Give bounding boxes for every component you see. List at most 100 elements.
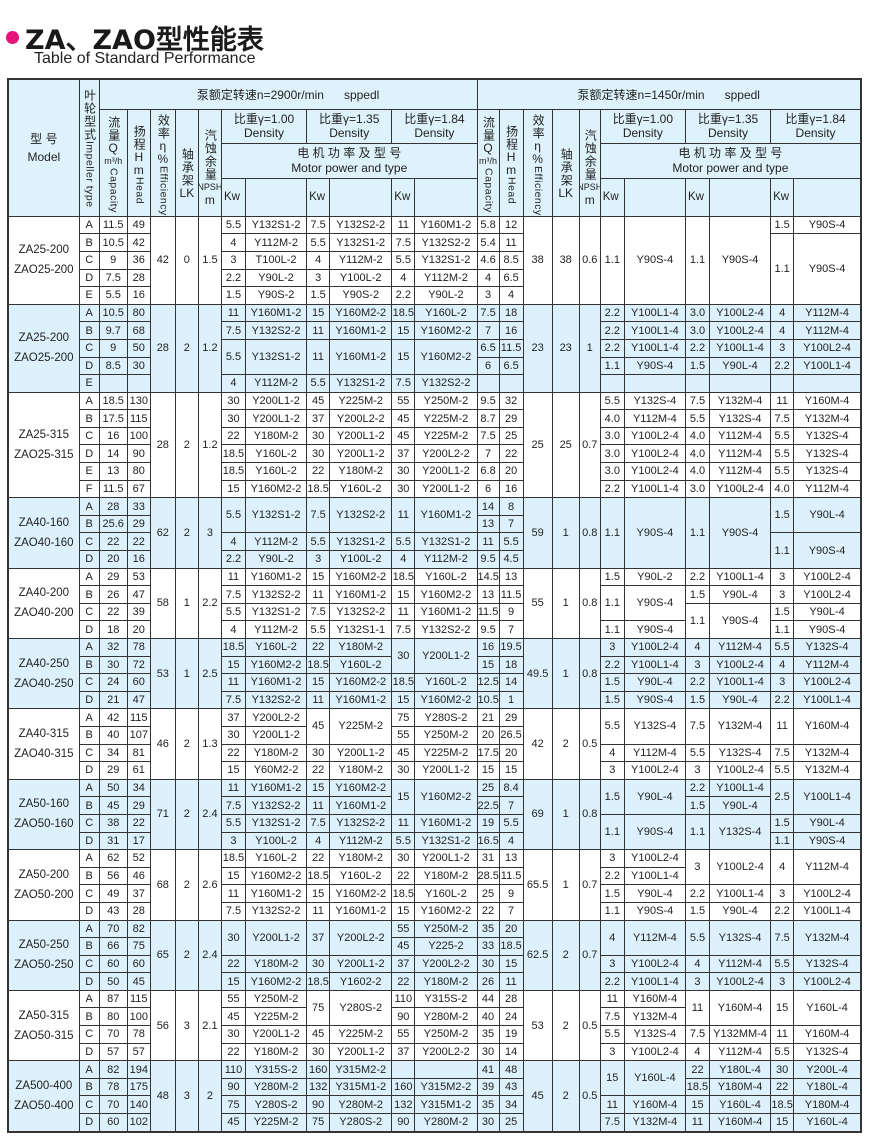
head-1450-cell: 34	[498, 1095, 524, 1115]
head-2900-cell: 175	[126, 1077, 151, 1097]
capacity-1450-cell: 35	[476, 1025, 500, 1044]
1450-motor-cell: Y100L1-4	[623, 338, 686, 358]
table-row: E 4 Y112M-2 5.5 Y132S1-2 7.5 Y132S2-2	[8, 374, 862, 393]
2900-motor-cell: Y132S1-2	[414, 250, 478, 270]
2900-kw-cell: 4	[220, 620, 246, 639]
2900-kw-cell: 132	[391, 1095, 416, 1115]
npsh-1450-cell: 0.8	[578, 778, 601, 851]
1450-kw-cell: 1.1	[770, 620, 795, 639]
1450-kw-cell: 3.0	[684, 303, 710, 323]
2900-motor-cell: Y160M1-2	[414, 497, 478, 534]
1450-kw-cell: 3.0	[684, 479, 710, 499]
capacity-1450-cell: 11	[476, 532, 500, 552]
npsh-1450-cell: 0.7	[578, 919, 601, 991]
table-row: F 11.5 67 15 Y160M2-2 18.5 Y160L-2 30 Y200L1-2 6 1…	[8, 479, 862, 499]
2900-motor-cell: Y160M2-2	[414, 585, 478, 604]
head-1450-cell: 12	[498, 215, 524, 235]
head-1450-cell: 16	[498, 479, 524, 499]
2900-motor-cell: Y90S-2	[329, 286, 393, 305]
impeller-type-cell: B	[78, 233, 100, 252]
2900-kw-cell: 30	[306, 444, 331, 464]
lk-1450-cell: 2	[551, 1060, 580, 1133]
head-1450-cell: 7	[498, 901, 524, 921]
2900-kw-cell: 30	[220, 725, 246, 745]
1450-kw-cell: 1.5	[599, 673, 625, 692]
model-name: ZA50-315 ZAO50-315	[7, 989, 80, 1062]
2900-motor-cell: Y200L1-2	[244, 919, 308, 956]
capacity-2900-cell: 57	[98, 1042, 128, 1062]
2900-kw-cell: 75	[306, 989, 331, 1027]
model-name-zao: ZAO50-315	[14, 1029, 74, 1042]
left-capacity-capacity_en: Capacity	[107, 168, 120, 214]
head-2900-cell: 42	[126, 233, 151, 252]
head-1450-cell: 14	[498, 673, 524, 692]
2900-kw-cell: 55	[220, 989, 246, 1009]
lk-2900-cell: 1	[174, 637, 199, 710]
head-2900-cell: 61	[126, 761, 151, 780]
model-name-zao: ZAO25-200	[14, 352, 74, 365]
2900-motor-cell: Y132S2-2	[329, 813, 393, 833]
table-row: D 60 102 45 Y225M-2 75 Y280S-2 90 Y280M-2 30 25 7.5…	[8, 1113, 862, 1133]
left-density-2: 比重γ=1.35 Density	[306, 109, 393, 144]
2900-motor-cell: Y280S-2	[329, 989, 393, 1027]
2900-kw-cell: 11	[220, 884, 246, 903]
capacity-1450-cell: 13	[476, 585, 500, 604]
capacity-2900-cell: 20	[98, 550, 128, 569]
1450-motor-cell: Y90S-4	[623, 813, 686, 851]
2900-kw-cell: 7.5	[306, 497, 331, 534]
npsh-2900-cell: 2.1	[197, 989, 222, 1062]
capacity-2900-cell: 60	[98, 954, 128, 974]
head-1450-cell: 22	[498, 444, 524, 464]
2900-motor-cell: Y200L2-2	[329, 919, 393, 956]
2900-motor-cell: Y200L1-2	[414, 462, 478, 481]
capacity-1450-cell: 15	[476, 761, 500, 780]
2900-kw-cell: 11	[220, 673, 246, 692]
model-name-zao: ZAO50-400	[14, 1099, 74, 1112]
2900-kw-cell: 2.2	[391, 286, 416, 305]
1450-kw-cell: 7.5	[684, 391, 710, 411]
table-row: C 38 22 5.5 Y132S1-2 7.5 Y132S2-2 11 Y160M1-2 19 5…	[8, 813, 862, 851]
table-row: C 70 140 75 Y280S-2 90 Y280M-2 132 Y315M1-2 35 34 1…	[8, 1095, 862, 1115]
head-2900-cell: 60	[126, 673, 151, 692]
1450-kw-cell: 1.1	[599, 585, 625, 622]
1450-motor-cell: Y100L2-4	[623, 426, 686, 446]
1450-motor-cell: Y132S-4	[623, 391, 686, 411]
left-lk-lk_en: LK	[179, 185, 195, 200]
1450-kw-cell: 5.5	[684, 743, 710, 763]
lk-2900-cell: 2	[174, 778, 199, 851]
1450-motor-cell: Y132S-4	[793, 1042, 862, 1062]
table-row: D 31 17 3 Y100L-2 4 Y112M-2 5.5 Y132S1-2 16.5 4 1.1…	[8, 831, 862, 851]
head-2900-cell: 16	[126, 550, 151, 569]
2900-motor-cell: Y280M-2	[414, 1113, 478, 1133]
model-name: ZA50-250 ZAO50-250	[7, 919, 80, 991]
head-2900-cell: 80	[126, 462, 151, 481]
2900-motor-cell: Y160M2-2	[329, 778, 393, 798]
capacity-1450-cell: 7.5	[476, 426, 500, 446]
2900-kw-cell: 15	[391, 690, 416, 710]
2900-motor-cell: Y160M2-2	[244, 655, 308, 675]
right-lk-lk_cn: 轴承架	[559, 147, 574, 187]
1450-kw-cell: 5.5	[599, 1025, 625, 1044]
1450-motor-cell: Y132S-4	[793, 426, 862, 446]
capacity-2900-cell: 80	[98, 1007, 128, 1027]
impeller-type-cell: D	[78, 356, 100, 376]
head-1450-cell: 29	[498, 409, 524, 428]
capacity-1450-cell: 40	[476, 1007, 500, 1027]
2900-kw-cell: 15	[391, 338, 416, 376]
right-capacity-capacity_en: Capacity	[482, 168, 495, 214]
capacity-2900-cell: 30	[98, 655, 128, 675]
2900-kw-cell: 5.5	[306, 532, 331, 552]
2900-kw-cell: 5.5	[220, 215, 246, 235]
1450-motor-cell: Y160L-4	[793, 989, 862, 1027]
2900-kw-cell: 30	[306, 426, 331, 446]
model-name-za: ZA500-400	[15, 1079, 73, 1092]
1450-motor-cell: Y90S-4	[708, 602, 772, 640]
2900-kw-cell: 7.5	[306, 215, 331, 235]
model-name-zao: ZAO50-160	[14, 818, 74, 831]
2900-kw-cell: 37	[391, 954, 416, 974]
2900-kw-cell: 22	[220, 954, 246, 974]
2900-motor-cell: Y90L-2	[244, 268, 308, 288]
2900-kw-cell: 11	[391, 215, 416, 235]
